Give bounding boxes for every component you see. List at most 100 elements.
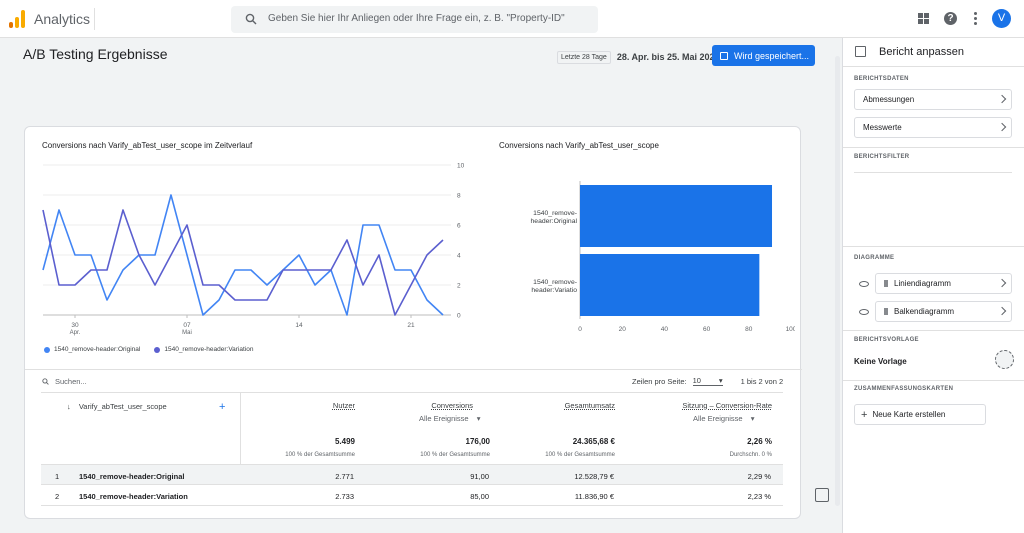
- x-tick-label: 40: [661, 326, 669, 333]
- chart-item-line[interactable]: Liniendiagramm: [875, 273, 1012, 294]
- pager-text: 1 bis 2 von 2: [740, 376, 784, 386]
- dimension-header-label: Varify_abTest_user_scope: [78, 402, 167, 411]
- x-tick-label: 21: [407, 322, 415, 329]
- section-label-charts: DIAGRAMME: [854, 255, 895, 261]
- column-header-conversions[interactable]: Conversions: [431, 401, 473, 410]
- drag-handle-icon[interactable]: [884, 280, 888, 287]
- template-link-icon[interactable]: [995, 350, 1014, 369]
- x-tick-sublabel: Apr.: [70, 330, 81, 336]
- eye-icon[interactable]: [859, 309, 869, 315]
- column-separator: [240, 392, 241, 464]
- x-tick-sublabel: Mai: [182, 330, 192, 336]
- y-tick-label: 0: [457, 313, 461, 320]
- sort-arrow-icon: ↓: [67, 402, 71, 411]
- dimension-header[interactable]: ↓ Varify_abTest_user_scope: [67, 402, 167, 411]
- eye-icon[interactable]: [859, 281, 869, 287]
- add-dimension-icon[interactable]: +: [219, 401, 226, 413]
- row-conversions: 85,00: [470, 492, 489, 501]
- category-label: 1540_remove-: [533, 210, 577, 217]
- chevron-right-icon: [997, 278, 1007, 288]
- rows-per-page-select[interactable]: 10 ▾: [692, 376, 723, 386]
- row-umsatz: 11.836,90 €: [574, 492, 614, 501]
- conversions-event-select[interactable]: Alle Ereignisse ▾: [419, 414, 480, 423]
- total-nutzer-sub: 100 % der Gesamtsumme: [285, 452, 355, 458]
- chart-item-bar-label: Balkendiagramm: [894, 307, 955, 316]
- search-placeholder: Geben Sie hier Ihr Anliegen oder Ihre Fr…: [268, 13, 565, 24]
- drag-handle-icon[interactable]: [884, 308, 888, 315]
- bar[interactable]: [580, 185, 773, 247]
- total-conversions-sub: 100 % der Gesamtsumme: [420, 452, 490, 458]
- date-range-chip: Letzte 28 Tage: [557, 50, 611, 64]
- rows-per-page-value: 10: [692, 376, 701, 385]
- column-header-rate[interactable]: Sitzung – Conversion-Rate: [682, 401, 772, 410]
- search-icon: [245, 13, 257, 25]
- save-button[interactable]: Wird gespeichert...: [712, 45, 815, 66]
- legend-item-original[interactable]: 1540_remove-header:Original: [44, 346, 140, 353]
- column-header-umsatz[interactable]: Gesamtumsatz: [564, 401, 615, 410]
- header-divider: [94, 8, 95, 30]
- top-bar: Analytics Geben Sie hier Ihr Anliegen od…: [0, 0, 1024, 38]
- bar[interactable]: [580, 254, 760, 316]
- series-line-variation[interactable]: [42, 209, 444, 316]
- page-title: A/B Testing Ergebnisse: [23, 46, 168, 62]
- y-tick-label: 10: [457, 163, 465, 170]
- date-range-text: 28. Apr. bis 25. Mai 2023: [616, 52, 720, 62]
- feedback-icon[interactable]: [815, 488, 829, 502]
- table-search-icon: [42, 378, 49, 385]
- series-line-original[interactable]: [42, 194, 444, 316]
- row-dimension: 1540_remove-header:Original: [79, 472, 185, 481]
- total-rate: 2,26 %: [747, 437, 772, 446]
- pagination-controls: Zeilen pro Seite: 10 ▾ 1 bis 2 von 2: [632, 376, 783, 386]
- search-input[interactable]: Geben Sie hier Ihr Anliegen oder Ihre Fr…: [231, 6, 598, 33]
- y-tick-label: 6: [457, 223, 461, 230]
- table-search-input[interactable]: Suchen...: [42, 377, 87, 386]
- analytics-logo-icon[interactable]: [9, 10, 25, 28]
- legend-label-original: 1540_remove-header:Original: [54, 346, 141, 353]
- legend-dot-original: [44, 346, 50, 353]
- rate-event-select[interactable]: Alle Ereignisse ▾: [693, 414, 754, 423]
- dimensions-item[interactable]: Abmessungen: [854, 89, 1012, 110]
- category-label: header:Variatio: [531, 287, 577, 294]
- row-rate: 2,29 %: [747, 472, 771, 481]
- x-tick-label: 30: [71, 322, 79, 329]
- plus-icon: +: [861, 408, 868, 421]
- section-label-template: BERICHTSVORLAGE: [854, 337, 919, 343]
- metrics-item[interactable]: Messwerte: [854, 117, 1012, 138]
- conversions-event-label: Alle Ereignisse: [419, 414, 469, 423]
- panel-divider: [843, 330, 1024, 331]
- avatar[interactable]: V: [992, 9, 1011, 28]
- help-icon[interactable]: ?: [944, 12, 957, 25]
- table-row[interactable]: 2 1540_remove-header:Variation 2.733 85,…: [41, 485, 783, 506]
- chart-item-line-label: Liniendiagramm: [894, 279, 951, 288]
- date-range-picker[interactable]: Letzte 28 Tage 28. Apr. bis 25. Mai 2023: [557, 49, 720, 65]
- table-header-divider: [41, 392, 783, 393]
- save-icon: [720, 51, 728, 60]
- apps-grid-icon[interactable]: [918, 13, 929, 24]
- chevron-right-icon: [997, 306, 1007, 316]
- legend-item-variation[interactable]: 1540_remove-header:Variation: [154, 346, 254, 353]
- chevron-down-icon: ▾: [750, 414, 755, 423]
- scrollbar[interactable]: [835, 56, 840, 506]
- total-conversions: 176,00: [465, 437, 490, 446]
- row-dimension: 1540_remove-header:Variation: [79, 492, 188, 501]
- table-row[interactable]: 1 1540_remove-header:Original 2.771 91,0…: [41, 464, 783, 485]
- y-tick-label: 4: [457, 253, 461, 260]
- y-tick-label: 2: [457, 283, 461, 290]
- template-value: Keine Vorlage: [854, 357, 907, 366]
- panel-divider: [843, 147, 1024, 148]
- total-nutzer: 5.499: [334, 437, 355, 446]
- total-rate-sub: Durchschn. 0 %: [729, 452, 772, 458]
- x-tick-label: 100: [786, 326, 795, 333]
- panel-title: Bericht anpassen: [879, 46, 964, 58]
- chevron-down-icon: ▾: [718, 376, 723, 385]
- more-vert-icon[interactable]: [974, 12, 978, 26]
- rate-event-label: Alle Ereignisse: [693, 414, 743, 423]
- chart-item-bar[interactable]: Balkendiagramm: [875, 301, 1012, 322]
- column-header-nutzer[interactable]: Nutzer: [332, 401, 355, 410]
- filter-area[interactable]: [854, 172, 1012, 173]
- new-card-button[interactable]: + Neue Karte erstellen: [854, 404, 986, 425]
- line-chart-title: Conversions nach Varify_abTest_user_scop…: [42, 141, 253, 150]
- row-rate: 2,23 %: [747, 492, 771, 501]
- bar-chart[interactable]: 0 20 40 60 80 1001540_remove-header:Original1…: [485, 157, 795, 347]
